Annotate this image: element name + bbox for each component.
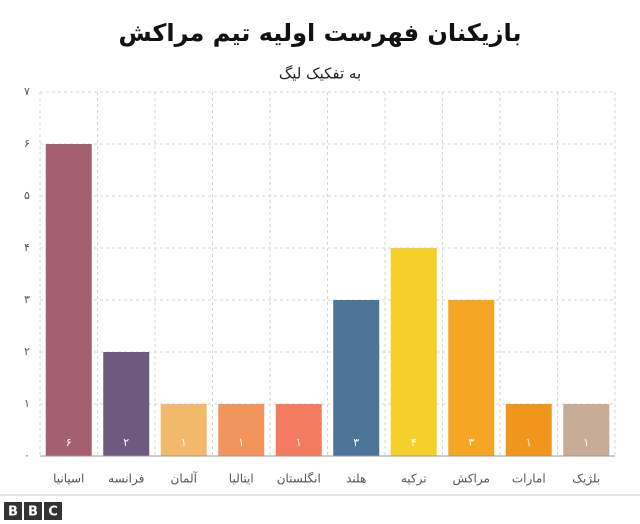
y-tick-label: ۳: [24, 293, 30, 306]
value-label: ۲: [123, 436, 129, 449]
chart-title: بازیکنان فهرست اولیه تیم مراکش: [118, 19, 521, 47]
x-tick-label: بلژیک: [572, 472, 600, 487]
logo-box: [44, 502, 62, 520]
y-tick-label: ۱: [24, 397, 30, 410]
value-label: ۶: [66, 436, 72, 449]
value-label: ۳: [468, 436, 474, 449]
bar: [563, 404, 610, 456]
y-tick-label: ۷: [24, 85, 30, 98]
bar: [45, 144, 92, 456]
x-tick-label: اسپانیا: [53, 472, 84, 486]
bar: [103, 352, 150, 456]
y-tick-label: ۲: [24, 345, 30, 358]
x-tick-label: هلند: [346, 472, 366, 486]
x-tick-label: فرانسه: [108, 472, 144, 487]
y-tick-label: ۰: [24, 449, 30, 462]
bar: [333, 300, 380, 456]
x-tick-label: انگلستان: [277, 472, 321, 486]
logo-box: [24, 502, 42, 520]
bar: [275, 404, 322, 456]
x-tick-label: امارات: [512, 472, 546, 487]
logo-box: [4, 502, 22, 520]
value-label: ۱: [238, 436, 244, 449]
logo-letter: C: [48, 505, 58, 520]
y-tick-label: ۶: [24, 137, 30, 150]
value-label: ۴: [411, 436, 417, 449]
value-label: ۳: [353, 436, 359, 449]
y-tick-label: ۵: [24, 189, 30, 202]
logo-letter: B: [8, 505, 18, 520]
value-label: ۱: [296, 436, 302, 449]
bar: [505, 404, 552, 456]
chart-subtitle: به تفکیک لیگ: [279, 65, 361, 83]
bar: [218, 404, 265, 456]
y-tick-label: ۴: [24, 241, 30, 254]
bar: [160, 404, 207, 456]
value-label: ۱: [526, 436, 532, 449]
bar: [448, 300, 495, 456]
logo-letter: B: [28, 505, 38, 520]
value-label: ۱: [181, 436, 187, 449]
x-tick-label: آلمان: [171, 471, 198, 486]
value-label: ۱: [583, 436, 589, 449]
x-tick-label: مراکش: [453, 472, 490, 487]
bar: [390, 248, 437, 456]
x-tick-label: ایتالیا: [229, 472, 254, 486]
x-tick-label: ترکیه: [401, 472, 427, 487]
